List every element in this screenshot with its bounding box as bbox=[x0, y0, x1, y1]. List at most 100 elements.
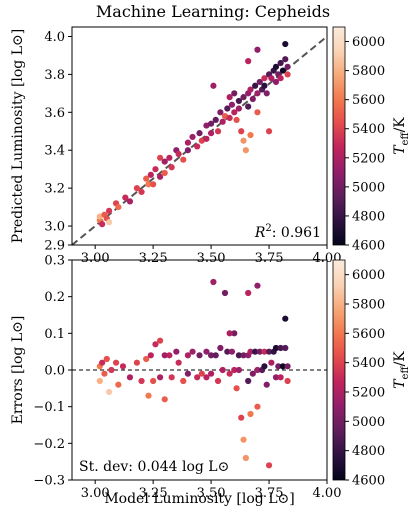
y-tick-label: −0.2 bbox=[33, 437, 65, 452]
data-point bbox=[126, 374, 134, 381]
data-point bbox=[145, 181, 152, 188]
data-point bbox=[166, 154, 173, 161]
data-point bbox=[189, 133, 196, 141]
data-point bbox=[247, 348, 254, 355]
colorbar: 4600 4800 5000 5200 5400 5600 5800 6000 Teff/K bbox=[332, 259, 411, 489]
data-point bbox=[245, 103, 252, 110]
data-point bbox=[247, 410, 254, 418]
colorbar-tick-label: 5000 bbox=[352, 180, 385, 195]
colorbar-tick-label: 4800 bbox=[352, 444, 385, 459]
data-point bbox=[265, 462, 273, 469]
y-tick-label: 4.0 bbox=[44, 30, 65, 45]
colorbar-gradient bbox=[332, 259, 346, 481]
data-point bbox=[175, 359, 182, 366]
data-point bbox=[256, 78, 263, 86]
data-point bbox=[207, 120, 215, 127]
colorbar-tick-label: 5600 bbox=[352, 93, 385, 108]
data-point bbox=[249, 370, 256, 377]
y-tick-label: 2.9 bbox=[44, 239, 65, 254]
colorbar-label: Teff/K bbox=[392, 117, 411, 155]
data-point bbox=[249, 95, 256, 103]
data-point bbox=[261, 75, 268, 82]
data-point bbox=[224, 348, 231, 355]
data-point bbox=[219, 118, 226, 125]
data-point bbox=[240, 436, 247, 443]
data-point bbox=[150, 181, 157, 188]
data-point bbox=[115, 203, 122, 211]
data-point bbox=[252, 82, 259, 89]
data-point bbox=[235, 105, 243, 112]
data-point bbox=[219, 366, 226, 374]
data-point bbox=[180, 377, 187, 385]
data-point bbox=[228, 348, 236, 355]
data-point bbox=[212, 352, 219, 359]
colorbar-label: Teff/K bbox=[392, 351, 411, 389]
y-axis-label: Predicted Luminosity [log L⊙] bbox=[10, 29, 26, 243]
figure-title: Machine Learning: Cepheids bbox=[96, 2, 330, 21]
y-tick-label: 3.0 bbox=[44, 220, 65, 235]
colorbar-gradient bbox=[332, 26, 346, 246]
colorbar-tick-label: 5400 bbox=[352, 356, 385, 371]
data-point bbox=[214, 128, 222, 135]
data-point bbox=[96, 377, 103, 385]
data-point bbox=[214, 377, 222, 385]
data-point bbox=[145, 392, 152, 399]
data-point bbox=[198, 137, 205, 144]
data-point bbox=[166, 352, 173, 359]
data-point bbox=[194, 143, 201, 150]
data-point bbox=[284, 63, 291, 70]
colorbar-tick-label: 5000 bbox=[352, 415, 385, 430]
data-point bbox=[247, 131, 254, 139]
data-point bbox=[282, 56, 289, 63]
data-point bbox=[147, 352, 154, 359]
data-point bbox=[268, 75, 275, 82]
data-point bbox=[242, 147, 249, 154]
data-points bbox=[96, 40, 291, 228]
data-point bbox=[240, 137, 247, 144]
data-point bbox=[156, 374, 164, 381]
data-point bbox=[279, 67, 287, 74]
data-point bbox=[184, 370, 192, 377]
data-point bbox=[254, 46, 261, 53]
y-tick-label: 3.4 bbox=[44, 144, 65, 159]
data-point bbox=[152, 341, 159, 348]
data-point bbox=[254, 282, 261, 289]
data-point bbox=[272, 374, 280, 381]
data-point bbox=[233, 116, 240, 123]
data-point bbox=[138, 188, 145, 196]
data-point bbox=[272, 63, 280, 70]
data-point bbox=[180, 156, 187, 163]
data-point bbox=[203, 122, 210, 129]
data-point bbox=[207, 352, 215, 359]
data-point bbox=[226, 330, 233, 337]
data-point bbox=[235, 366, 243, 374]
data-point bbox=[203, 374, 210, 381]
data-point bbox=[196, 130, 203, 137]
data-point bbox=[147, 171, 154, 178]
data-point bbox=[217, 344, 224, 352]
data-point bbox=[173, 348, 180, 355]
data-point bbox=[143, 355, 150, 363]
data-point bbox=[156, 173, 164, 180]
data-point bbox=[184, 139, 192, 146]
y-tick-label: 0.2 bbox=[44, 290, 65, 305]
data-point bbox=[224, 105, 231, 112]
data-point bbox=[99, 221, 106, 228]
data-point bbox=[282, 315, 289, 322]
data-point bbox=[210, 82, 217, 89]
data-point bbox=[263, 90, 270, 97]
data-point bbox=[152, 166, 159, 173]
data-point bbox=[235, 352, 243, 359]
data-point bbox=[231, 90, 238, 97]
data-point bbox=[235, 97, 243, 105]
data-point bbox=[261, 82, 268, 89]
data-point bbox=[261, 348, 268, 355]
data-point bbox=[161, 169, 168, 177]
data-point bbox=[277, 59, 284, 67]
data-point bbox=[265, 348, 273, 355]
data-point bbox=[203, 348, 210, 355]
data-point bbox=[245, 377, 252, 385]
data-point bbox=[282, 40, 289, 48]
y-tick-label: 3.6 bbox=[44, 106, 65, 121]
